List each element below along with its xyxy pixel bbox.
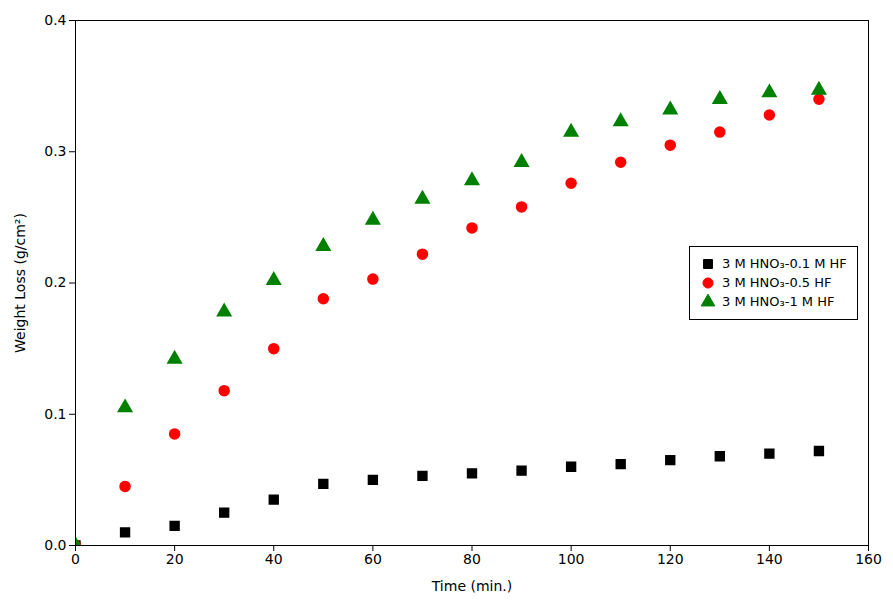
html-text:3 M HNO₃-0.5 HF: 3 M HNO₃-0.5 HF: [722, 275, 832, 290]
svg-text:0.4: 0.4: [44, 12, 66, 28]
svg-text:Weight Loss (g/cm²): Weight Loss (g/cm²): [12, 213, 28, 353]
svg-text:100: 100: [558, 551, 585, 567]
svg-text:120: 120: [657, 551, 684, 567]
svg-text:140: 140: [756, 551, 783, 567]
svg-text:160: 160: [855, 551, 882, 567]
svg-text:60: 60: [364, 551, 382, 567]
svg-text:40: 40: [265, 551, 283, 567]
svg-text:0: 0: [71, 551, 80, 567]
html-text:3 M HNO₃-1 M HF: 3 M HNO₃-1 M HF: [722, 294, 835, 309]
html-text:3 M HNO₃-0.1 M HF: 3 M HNO₃-0.1 M HF: [722, 256, 847, 271]
svg-text:Time (min.): Time (min.): [431, 578, 513, 594]
svg-text:0.0: 0.0: [44, 537, 66, 553]
svg-text:0.1: 0.1: [44, 406, 66, 422]
svg-text:20: 20: [166, 551, 184, 567]
svg-text:0.3: 0.3: [44, 143, 66, 159]
svg-text:80: 80: [463, 551, 481, 567]
svg-text:0.2: 0.2: [44, 274, 66, 290]
